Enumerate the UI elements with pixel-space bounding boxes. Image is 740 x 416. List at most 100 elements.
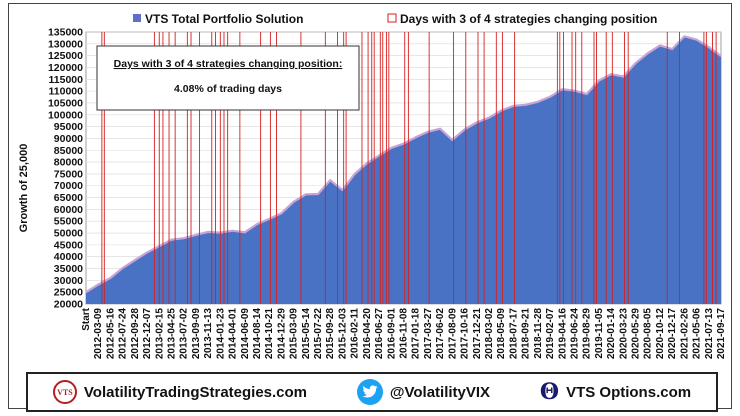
y-axis-title: Growth of 25,000 [18,144,30,233]
y-tick-label: 25000 [54,287,83,299]
x-tick-label: 2014-08-14 [252,308,263,360]
x-tick-label: 2017-08-09 [447,308,458,360]
x-tick-label: 2020-10-12 [655,308,666,360]
y-tick-label: 105000 [48,97,83,109]
x-tick-label: 2021-09-17 [716,308,727,360]
footer-website[interactable]: VTS VolatilityTradingStrategies.com [52,380,308,404]
x-tick-label: 2018-09-21 [521,308,532,360]
x-tick-label: 2020-03-23 [618,308,629,360]
x-tick-label: 2012-03-09 [93,308,104,360]
x-tick-label: 2018-03-02 [484,308,495,360]
legend-series-swatch [133,14,141,22]
x-tick-label: 2013-09-09 [191,308,202,360]
x-tick-label: 2015-03-09 [289,308,300,360]
y-tick-label: 90000 [54,133,83,145]
y-tick-label: 35000 [54,263,83,275]
footer-bar: VTS VolatilityTradingStrategies.com @Vol… [26,372,718,412]
x-tick-label: 2020-05-29 [631,308,642,360]
series-area [86,36,721,305]
y-tick-label: 85000 [54,145,83,157]
x-tick-label: 2016-11-08 [399,308,410,359]
website-link[interactable]: VolatilityTradingStrategies.com [83,383,308,401]
x-tick-label: 2015-09-28 [325,308,336,360]
annotation-value: 4.08% of trading days [174,83,282,95]
y-tick-label: 40000 [54,251,83,263]
x-tick-label: 2021-07-13 [704,308,715,360]
y-tick-label: 20000 [54,299,83,311]
y-tick-label: 95000 [54,121,83,133]
chart-svg: VTS Total Portfolio Solution Days with 3… [18,12,727,360]
x-tick-label: 2017-03-27 [423,308,434,360]
x-tick-label: 2017-12-21 [472,308,483,360]
x-tick-label: 2013-11-13 [203,308,214,359]
y-tick-label: 80000 [54,157,83,169]
x-tick-label: 2014-04-01 [228,308,239,360]
y-tick-label: 110000 [49,86,84,98]
y-tick-label: 120000 [48,62,83,74]
x-tick-label: 2019-02-07 [545,308,556,360]
x-tick-label: 2012-12-07 [142,308,153,360]
x-tick-label: 2013-04-25 [166,308,177,360]
legend-series-label: VTS Total Portfolio Solution [145,12,303,26]
y-tick-label: 115000 [49,74,84,86]
x-tick-label: 2016-02-11 [350,308,361,359]
x-tick-label: 2015-05-14 [301,308,312,360]
x-tick-label: 2019-08-29 [582,308,593,360]
x-tick-label: Start [81,307,92,330]
x-tick-label: 2019-06-24 [569,308,580,360]
annotation-title: Days with 3 of 4 strategies changing pos… [114,58,343,70]
y-tick-label: 65000 [54,192,83,204]
x-tick-label: 2015-12-03 [337,308,348,360]
x-tick-label: 2017-06-02 [435,308,446,360]
annotation-box [96,45,360,111]
x-tick-label: 2014-10-21 [264,308,275,360]
theta-icon: Θ [539,379,560,405]
x-tick-label: 2017-10-16 [460,308,471,360]
x-tick-label: 2021-05-06 [692,308,703,360]
y-tick-label: 100000 [48,109,83,121]
y-tick-label: 130000 [48,38,83,50]
x-tick-label: 2015-07-22 [313,308,324,360]
x-tick-label: 2016-04-20 [362,308,373,360]
x-tick-label: 2020-08-05 [643,308,654,360]
legend-events-swatch [387,13,397,23]
options-link[interactable]: VTS Options.com [566,383,692,401]
y-tick-label: 135000 [48,27,83,39]
x-tick-label: 2017-01-18 [411,308,422,360]
x-tick-label: 2013-02-15 [154,308,165,360]
plot-area: 2000025000300003500040000450005000055000… [48,27,727,360]
x-tick-label: 2018-05-09 [496,308,507,360]
x-tick-label: 2014-06-09 [240,308,251,360]
chart-frame: VTS Total Portfolio Solution Days with 3… [8,3,732,409]
series-line [85,35,722,294]
x-tick-label: 2021-02-26 [679,308,690,360]
y-tick-label: 70000 [54,180,83,192]
x-tick-label: 2012-07-24 [118,308,129,360]
y-tick-label: 45000 [54,239,83,251]
x-tick-label: 2018-11-28 [533,308,544,359]
twitter-handle[interactable]: @VolatilityVIX [389,383,491,401]
x-tick-label: 2012-05-16 [105,308,116,360]
x-tick-label: 2013-07-02 [179,308,190,360]
x-tick-label: 2020-12-17 [667,308,678,360]
x-tick-label: 2012-09-28 [130,308,141,360]
x-tick-label: 2019-11-05 [594,308,605,359]
vts-logo-icon: VTS [52,380,77,404]
y-tick-label: 75000 [54,168,83,180]
y-tick-label: 55000 [54,216,83,228]
footer-options[interactable]: Θ VTS Options.com [540,381,691,403]
y-tick-label: 30000 [54,275,83,287]
x-tick-label: 2020-01-14 [606,308,617,360]
x-tick-label: 2014-01-23 [215,308,226,360]
y-tick-label: 125000 [48,50,83,62]
x-tick-label: 2014-12-29 [276,308,287,360]
y-tick-label: 50000 [54,228,83,240]
x-tick-label: 2018-07-17 [508,308,519,360]
x-tick-label: 2019-04-16 [557,308,568,360]
y-tick-label: 60000 [54,204,83,216]
x-tick-label: 2016-09-01 [386,308,397,360]
x-tick-label: 2016-06-27 [374,308,385,360]
legend-events-label: Days with 3 of 4 strategies changing pos… [400,12,657,26]
footer-twitter[interactable]: @VolatilityVIX [356,379,491,405]
twitter-bird-icon [356,379,383,405]
